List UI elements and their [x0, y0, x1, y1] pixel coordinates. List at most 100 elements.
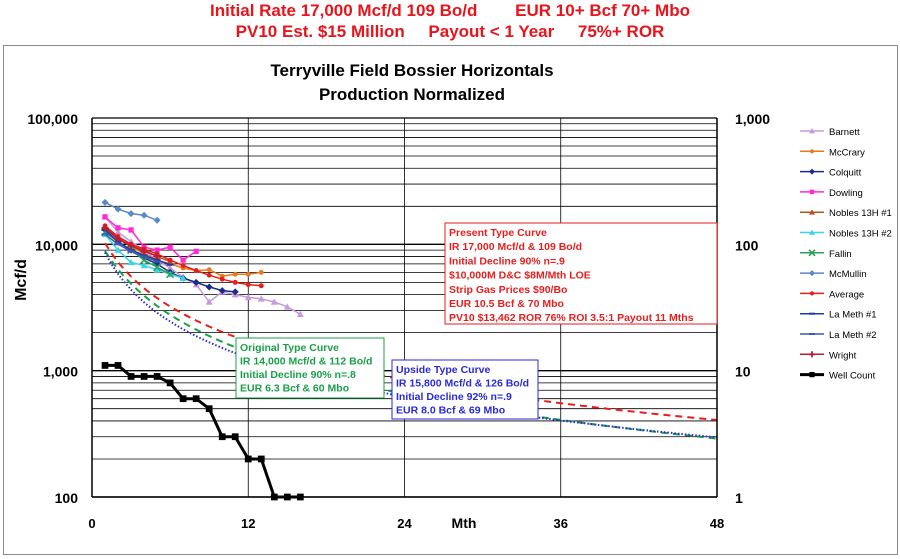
annotation-original: Original Type Curve IR 14,000 Mcf/d & 112…: [235, 337, 385, 399]
data-point: [296, 310, 304, 317]
data-point: [167, 257, 173, 263]
data-series: [100, 198, 304, 501]
data-point: [101, 198, 109, 206]
legend-marker: [809, 270, 815, 277]
data-point: [192, 278, 200, 286]
data-point: [257, 295, 265, 302]
data-point: [153, 252, 161, 260]
data-point: [153, 266, 161, 273]
data-point: [257, 455, 265, 463]
legend-label: Average: [829, 289, 864, 300]
data-point: [127, 242, 135, 250]
data-point: [218, 287, 226, 295]
data-point: [258, 283, 264, 289]
legend-item: La Meth #2: [800, 330, 877, 341]
annotation-upside: Upside Type Curve IR 15,800 Mcf/d & 126 B…: [391, 359, 539, 420]
data-point: [167, 244, 173, 250]
annotation-line: Initial Decline 92% n=.9: [396, 391, 512, 403]
annotation-line: $10,000M D&C $8M/Mth LOE: [449, 270, 591, 282]
legend-label: La Meth #1: [829, 310, 877, 321]
series-line: [105, 363, 301, 499]
legend-marker: [809, 209, 815, 215]
header-line-1: Initial Rate 17,000 Mcf/d 109 Bo/d EUR 1…: [210, 1, 690, 20]
x-tick-label: 48: [710, 516, 724, 531]
data-point: [258, 269, 264, 275]
legend-marker: [809, 371, 815, 378]
annotation-line: IR 15,800 Mcf/d & 126 Bo/d: [396, 378, 529, 390]
annotation-line: Upside Type Curve: [396, 364, 490, 376]
y2-tick-label: 1: [735, 490, 743, 506]
legend-marker: [809, 149, 815, 154]
data-point: [244, 293, 252, 301]
legend-label: Wright: [829, 350, 857, 361]
y-axis-label: Mcf/d: [13, 259, 30, 301]
legend-marker: [809, 189, 815, 195]
y-tick-label: 10,000: [35, 237, 78, 253]
legend-item: McCrary: [800, 147, 865, 158]
annotation-line: EUR 6.3 Bcf & 60 Mbo: [240, 383, 349, 395]
data-point: [192, 395, 200, 403]
chart-subtitle: Production Normalized: [319, 85, 505, 104]
legend-label: McMullin: [829, 269, 866, 280]
data-point: [114, 235, 122, 243]
data-point: [140, 373, 148, 380]
annotation-line: PV10 $13,462 ROR 76% ROI 3.5:1 Payout 11…: [449, 312, 694, 324]
data-point: [231, 288, 239, 296]
data-point: [179, 395, 187, 403]
data-point: [154, 247, 160, 253]
chart-frame: Terryville Field Bossier Horizontals Pro…: [3, 45, 898, 555]
legend-label: Barnett: [829, 127, 860, 138]
data-point: [115, 225, 121, 231]
legend-label: Well Count: [829, 371, 876, 382]
data-point: [232, 279, 238, 285]
data-point: [102, 214, 108, 220]
legend-marker: [809, 351, 815, 358]
y-tick-label: 100,000: [27, 111, 78, 127]
data-point: [245, 271, 251, 277]
legend-item: La Meth #1: [800, 310, 877, 321]
x-tick-label: 24: [397, 516, 412, 531]
annotation-line: EUR 8.0 Bcf & 69 Mbo: [396, 405, 505, 417]
series-mccrary: [102, 223, 264, 279]
data-point: [127, 373, 135, 380]
header-line-2: PV10 Est. $15 Million Payout < 1 Year 75…: [235, 22, 665, 41]
data-point: [101, 224, 109, 232]
data-point: [193, 248, 199, 254]
legend-marker: [809, 229, 815, 235]
legend-label: Nobles 13H #1: [829, 208, 892, 219]
data-point: [244, 455, 252, 463]
x-axis-label: Mth: [452, 515, 477, 531]
series-line: [104, 216, 301, 315]
type-curve-present: [104, 242, 718, 421]
production-chart: Terryville Field Bossier Horizontals Pro…: [13, 61, 892, 531]
legend-item: Barnett: [800, 127, 860, 138]
data-point: [166, 379, 174, 387]
data-point: [218, 433, 226, 441]
series-la-meth-2: [101, 233, 161, 263]
type-curve-original: [104, 250, 718, 440]
x-tick-label: 12: [241, 516, 255, 531]
y2-tick-label: 100: [735, 237, 759, 253]
legend-item: Well Count: [800, 371, 876, 382]
data-point: [245, 282, 251, 288]
y2-tick-label: 10: [735, 364, 751, 380]
x-tick-label: 36: [554, 516, 568, 531]
annotation-line: Present Type Curve: [449, 227, 547, 239]
data-point: [128, 227, 134, 233]
data-point: [114, 246, 122, 253]
legend-label: Fallin: [829, 249, 852, 260]
data-point: [153, 263, 162, 272]
data-point: [140, 211, 148, 219]
data-point: [114, 205, 122, 213]
annotations: Present Type Curve IR 17,000 Mcf/d & 109 …: [235, 222, 718, 420]
legend-label: McCrary: [829, 147, 865, 158]
y-tick-label: 1,000: [43, 364, 78, 380]
data-point: [193, 268, 199, 274]
legend-marker: [809, 291, 815, 296]
legend-label: Dowling: [829, 188, 863, 199]
data-point: [205, 298, 213, 305]
annotation-line: Strip Gas Prices $90/Bo: [449, 284, 567, 296]
legend-item: Dowling: [800, 188, 863, 199]
data-point: [206, 272, 212, 278]
